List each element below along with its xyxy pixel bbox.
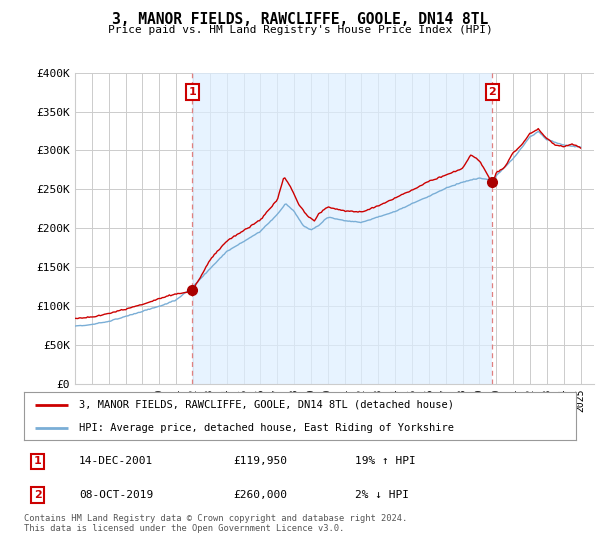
Text: £260,000: £260,000 <box>234 490 288 500</box>
Text: 3, MANOR FIELDS, RAWCLIFFE, GOOLE, DN14 8TL (detached house): 3, MANOR FIELDS, RAWCLIFFE, GOOLE, DN14 … <box>79 400 454 410</box>
Text: Contains HM Land Registry data © Crown copyright and database right 2024.
This d: Contains HM Land Registry data © Crown c… <box>24 514 407 534</box>
Text: 2: 2 <box>34 490 41 500</box>
Text: £119,950: £119,950 <box>234 456 288 466</box>
Text: 2% ↓ HPI: 2% ↓ HPI <box>355 490 409 500</box>
Bar <box>192 73 493 384</box>
Text: 1: 1 <box>34 456 41 466</box>
Text: 3, MANOR FIELDS, RAWCLIFFE, GOOLE, DN14 8TL: 3, MANOR FIELDS, RAWCLIFFE, GOOLE, DN14 … <box>112 12 488 27</box>
Text: 14-DEC-2001: 14-DEC-2001 <box>79 456 154 466</box>
Text: 08-OCT-2019: 08-OCT-2019 <box>79 490 154 500</box>
Text: 2: 2 <box>488 87 496 97</box>
Text: Price paid vs. HM Land Registry's House Price Index (HPI): Price paid vs. HM Land Registry's House … <box>107 25 493 35</box>
Text: 19% ↑ HPI: 19% ↑ HPI <box>355 456 416 466</box>
Text: 1: 1 <box>188 87 196 97</box>
Text: HPI: Average price, detached house, East Riding of Yorkshire: HPI: Average price, detached house, East… <box>79 423 454 433</box>
